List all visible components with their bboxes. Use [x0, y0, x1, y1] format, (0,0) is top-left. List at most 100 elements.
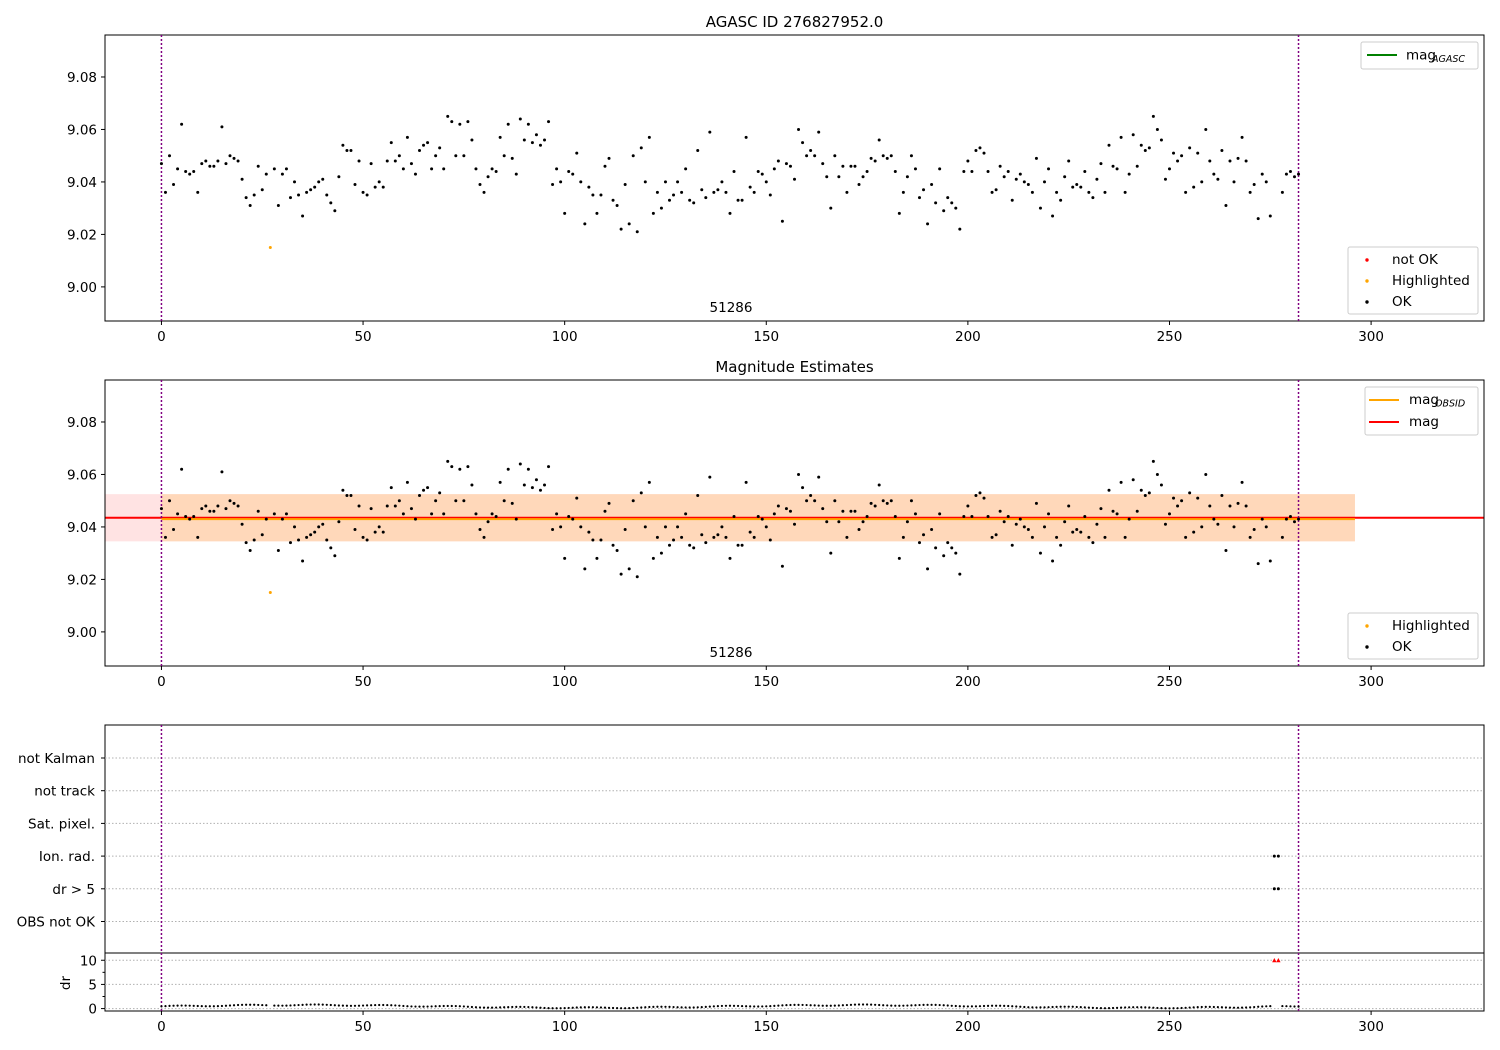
x-tick-label: 250 [1157, 674, 1183, 690]
dr-point [398, 1004, 401, 1007]
dr-point [180, 1004, 183, 1007]
ok-point [861, 520, 865, 524]
dr-point [922, 1003, 925, 1007]
x-tick-label: 150 [753, 329, 779, 345]
ok-point [603, 509, 607, 513]
ok-point [599, 538, 603, 542]
ok-point [712, 535, 716, 539]
ok-point [301, 214, 305, 218]
ok-point [1135, 509, 1139, 513]
dr-point [1297, 1005, 1300, 1008]
ok-point [1038, 551, 1042, 555]
dr-point [684, 1006, 687, 1009]
dr-point [696, 1006, 699, 1009]
dr-point [1083, 1006, 1086, 1009]
ok-point [704, 196, 708, 200]
x-tick-label: 250 [1157, 1019, 1183, 1035]
ok-point [748, 185, 752, 189]
ok-point [615, 204, 619, 208]
ok-point [680, 190, 684, 194]
ok-point [474, 512, 478, 516]
flag-points [1272, 854, 1280, 891]
ok-point [450, 465, 454, 469]
ok-point [744, 135, 748, 139]
dr-point [583, 1006, 586, 1009]
ok-point [466, 120, 470, 124]
dr-point [321, 1003, 324, 1006]
legend-status: not OK Highlighted OK [1347, 246, 1479, 315]
ok-point [1034, 156, 1038, 160]
ok-point [563, 556, 567, 560]
dr-point [365, 1004, 369, 1007]
dr-point [571, 1006, 574, 1009]
ok-point [663, 525, 667, 529]
dr-point [825, 1004, 828, 1007]
ok-point [264, 517, 268, 521]
dr-point [1011, 1005, 1014, 1008]
ok-point [176, 512, 180, 516]
ok-point [547, 465, 551, 469]
x-tick-label: 100 [552, 674, 578, 690]
dr-point [257, 1003, 260, 1007]
ok-point [228, 154, 232, 158]
legend-marker-ok [1365, 300, 1369, 304]
ok-point [200, 162, 204, 166]
ok-point [272, 512, 276, 516]
ok-point [1236, 501, 1240, 505]
dr-point [1051, 1005, 1054, 1009]
dr-point [930, 1003, 933, 1006]
ok-point [1010, 198, 1014, 202]
dr-point [615, 1007, 619, 1010]
ok-point [627, 567, 631, 571]
dr-point [1003, 1004, 1006, 1007]
ok-point [1067, 159, 1071, 163]
ok-point [220, 470, 224, 474]
ok-point [163, 190, 167, 194]
ok-point [188, 172, 192, 176]
ok-point [1292, 175, 1296, 179]
ok-point [942, 209, 946, 213]
dr-point [470, 1005, 474, 1009]
ok-point [381, 530, 385, 534]
ok-point [825, 520, 829, 524]
ok-point [349, 493, 353, 497]
panel-frame [104, 379, 1485, 667]
dr-point [728, 1004, 732, 1007]
dr-point [418, 1005, 421, 1008]
ok-point [708, 130, 712, 134]
ok-point [180, 467, 184, 471]
ok-point [788, 164, 792, 168]
dr-point [216, 1005, 220, 1008]
dr-point [539, 1006, 542, 1009]
ok-point [780, 219, 784, 223]
dr-point [894, 1004, 897, 1007]
dr-point [970, 1005, 974, 1008]
ok-point [922, 533, 926, 537]
ok-point [938, 512, 942, 516]
ok-point [994, 188, 998, 192]
dr-point [240, 1003, 244, 1006]
dr-point [676, 1006, 679, 1009]
ok-point [446, 459, 450, 463]
dr-point [1269, 1005, 1272, 1008]
ok-point [462, 499, 466, 503]
ok-point [530, 486, 534, 490]
dr-point [853, 1003, 857, 1006]
ok-point [1042, 180, 1046, 184]
ok-point [732, 169, 736, 173]
dr-point [978, 1005, 982, 1008]
legend-marker-ok [1365, 645, 1369, 649]
ok-point [180, 122, 184, 126]
dr-point [382, 1003, 385, 1007]
ok-point [502, 499, 506, 503]
dr-point [1216, 1006, 1219, 1009]
ok-point [974, 148, 978, 152]
ok-point [514, 517, 518, 521]
ok-point [1260, 172, 1264, 176]
ok-point [526, 467, 530, 471]
panel-frame [104, 724, 1485, 954]
dr-point [902, 1004, 905, 1007]
dr-point [575, 1006, 578, 1009]
clipped-points [1272, 958, 1281, 963]
flag-row-label: OBS not OK [17, 915, 97, 931]
